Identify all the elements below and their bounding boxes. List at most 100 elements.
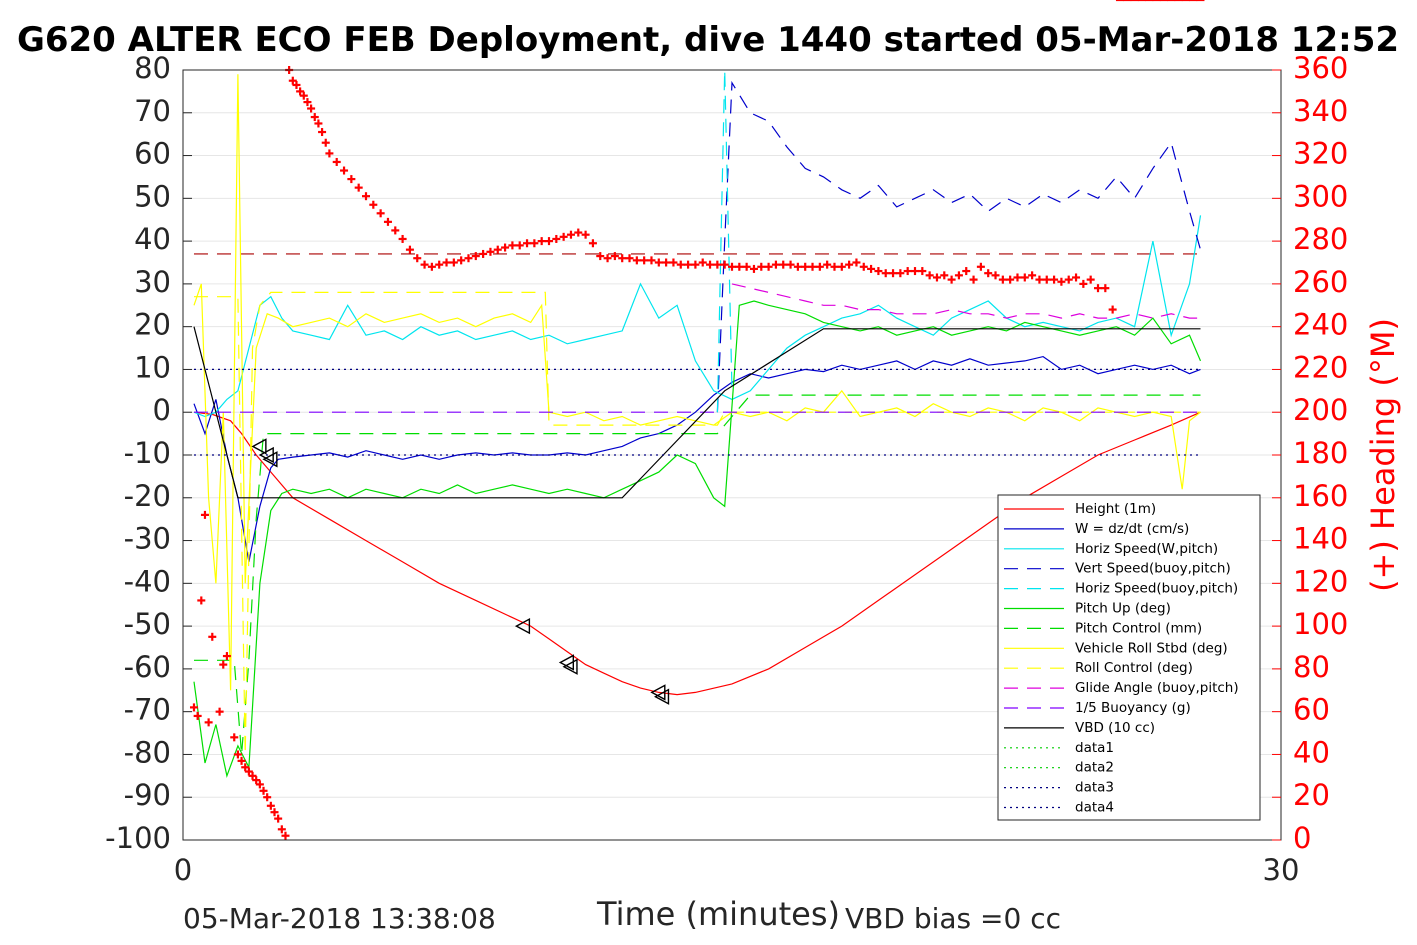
heading-point xyxy=(852,258,861,267)
heading-point xyxy=(1064,275,1073,284)
heading-point xyxy=(749,264,758,273)
heading-point xyxy=(911,267,919,276)
legend-label: 1/5 Buoyancy (g) xyxy=(1075,700,1191,716)
heading-point xyxy=(1072,273,1081,282)
heading-point xyxy=(815,262,824,271)
y-right-tick-label: 20 xyxy=(1293,778,1330,812)
series-line-3 xyxy=(716,80,1202,413)
heading-point xyxy=(208,632,217,641)
heading-point xyxy=(764,262,773,271)
legend-label: Vehicle Roll Stbd (deg) xyxy=(1075,640,1228,656)
heading-point xyxy=(793,262,802,271)
y-tick-label: -40 xyxy=(124,564,171,598)
heading-point xyxy=(823,260,832,269)
heading-point xyxy=(314,119,323,128)
heading-point xyxy=(976,262,985,271)
heading-point xyxy=(471,252,480,261)
y-right-tick-label: 340 xyxy=(1293,94,1348,128)
heading-point xyxy=(197,596,206,605)
heading-point xyxy=(376,209,385,218)
heading-point xyxy=(515,241,524,250)
heading-point xyxy=(581,230,590,239)
heading-point xyxy=(340,166,349,175)
heading-point xyxy=(321,138,330,147)
heading-point xyxy=(508,241,517,250)
heading-point xyxy=(457,256,466,265)
y-right-tick-label: 120 xyxy=(1293,564,1348,598)
y-right-tick-label: 300 xyxy=(1293,179,1348,213)
heading-point xyxy=(296,87,305,96)
heading-point xyxy=(1086,275,1095,284)
heading-point xyxy=(233,750,242,759)
heading-point xyxy=(588,239,597,248)
heading-point xyxy=(896,269,905,278)
heading-point xyxy=(405,245,414,254)
y-right-tick-label: 40 xyxy=(1293,735,1330,769)
legend: Height (1m) W = dz/dt (cm/s) Horiz Speed(W… xyxy=(997,494,1261,821)
heading-point xyxy=(435,260,444,269)
legend-label: data2 xyxy=(1075,760,1114,776)
heading-point xyxy=(962,267,971,276)
heading-point xyxy=(720,260,729,269)
heading-point xyxy=(200,510,209,519)
heading-point xyxy=(1079,279,1088,288)
heading-point xyxy=(969,275,978,284)
heading-point xyxy=(347,175,356,184)
heading-point xyxy=(632,256,641,265)
heading-point xyxy=(255,780,264,789)
heading-point xyxy=(310,113,319,122)
heading-point xyxy=(189,703,198,712)
legend-label: Pitch Control (mm) xyxy=(1075,620,1202,636)
heading-point xyxy=(698,258,707,267)
y-tick-label: 80 xyxy=(134,51,171,85)
x-axis-label: Time (minutes) xyxy=(596,895,840,933)
heading-point xyxy=(354,183,363,192)
heading-point xyxy=(940,271,949,280)
legend-label: data1 xyxy=(1075,740,1114,756)
y-tick-label: 60 xyxy=(134,137,171,171)
heading-point xyxy=(610,252,619,261)
heading-point xyxy=(277,825,286,834)
heading-point xyxy=(845,260,854,269)
series-line-8 xyxy=(194,291,1201,755)
heading-point xyxy=(998,275,1007,284)
heading-point xyxy=(383,217,392,226)
heading-point xyxy=(303,98,312,107)
heading-point xyxy=(918,267,927,276)
heading-point xyxy=(215,707,224,716)
series-line-11 xyxy=(193,326,1201,499)
heading-point xyxy=(625,254,634,263)
heading-point xyxy=(274,814,283,823)
legend-label: W = dz/dt (cm/s) xyxy=(1075,521,1189,537)
heading-point xyxy=(1035,275,1044,284)
heading-point xyxy=(603,254,612,263)
heading-point xyxy=(889,269,898,278)
heading-point xyxy=(640,256,649,265)
y-tick-label: -10 xyxy=(124,436,171,470)
heading-point xyxy=(318,128,327,137)
heading-point xyxy=(984,269,993,278)
heading-point xyxy=(574,228,583,237)
y-right-tick-label: 160 xyxy=(1293,479,1348,513)
heading-point xyxy=(618,254,627,263)
heading-point xyxy=(874,267,883,276)
heading-point xyxy=(742,262,751,271)
y-tick-label: -100 xyxy=(105,821,171,855)
heading-point xyxy=(288,76,297,85)
heading-point xyxy=(464,254,473,263)
y-tick-label: -80 xyxy=(124,735,171,769)
heading-point xyxy=(537,237,546,246)
heading-point xyxy=(691,260,700,269)
triangle-marker xyxy=(653,688,670,705)
heading-point xyxy=(771,260,780,269)
heading-point xyxy=(442,258,451,267)
y-right-tick-label: 0 xyxy=(1293,821,1311,855)
heading-point xyxy=(801,262,810,271)
heading-point xyxy=(925,271,934,280)
heading-point xyxy=(654,258,663,267)
heading-point xyxy=(684,260,693,269)
y-right-tick-label: 140 xyxy=(1293,522,1348,556)
heading-point xyxy=(259,786,268,795)
y-right-tick-label: 320 xyxy=(1293,137,1348,171)
